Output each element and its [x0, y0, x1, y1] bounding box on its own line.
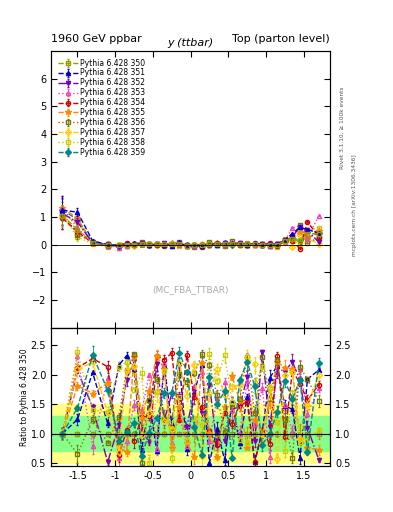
- Text: mcplots.cern.ch [arXiv:1306.3436]: mcplots.cern.ch [arXiv:1306.3436]: [352, 154, 357, 255]
- Text: Top (parton level): Top (parton level): [232, 33, 330, 44]
- Text: (MC_FBA_TTBAR): (MC_FBA_TTBAR): [152, 286, 229, 294]
- Bar: [51, 416, 330, 451]
- Text: y (ttbar): y (ttbar): [167, 38, 214, 49]
- Bar: [51, 404, 330, 463]
- Y-axis label: Ratio to Pythia 6.428 350: Ratio to Pythia 6.428 350: [20, 348, 29, 445]
- Legend: Pythia 6.428 350, Pythia 6.428 351, Pythia 6.428 352, Pythia 6.428 353, Pythia 6: Pythia 6.428 350, Pythia 6.428 351, Pyth…: [58, 58, 146, 158]
- Text: Rivet 3.1.10, ≥ 100k events: Rivet 3.1.10, ≥ 100k events: [340, 87, 345, 169]
- Text: 1960 GeV ppbar: 1960 GeV ppbar: [51, 33, 142, 44]
